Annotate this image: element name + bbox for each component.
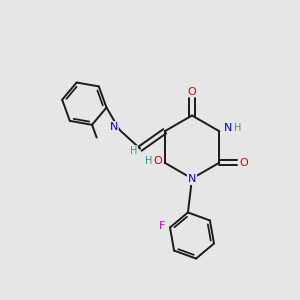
Text: N: N [224,123,232,133]
Text: H: H [146,156,153,166]
Text: N: N [188,174,196,184]
Text: O: O [154,156,163,166]
Text: H: H [130,146,137,156]
Text: O: O [188,86,196,97]
Text: O: O [239,158,248,168]
Text: N: N [110,122,118,132]
Text: H: H [234,123,242,133]
Text: F: F [158,221,165,231]
